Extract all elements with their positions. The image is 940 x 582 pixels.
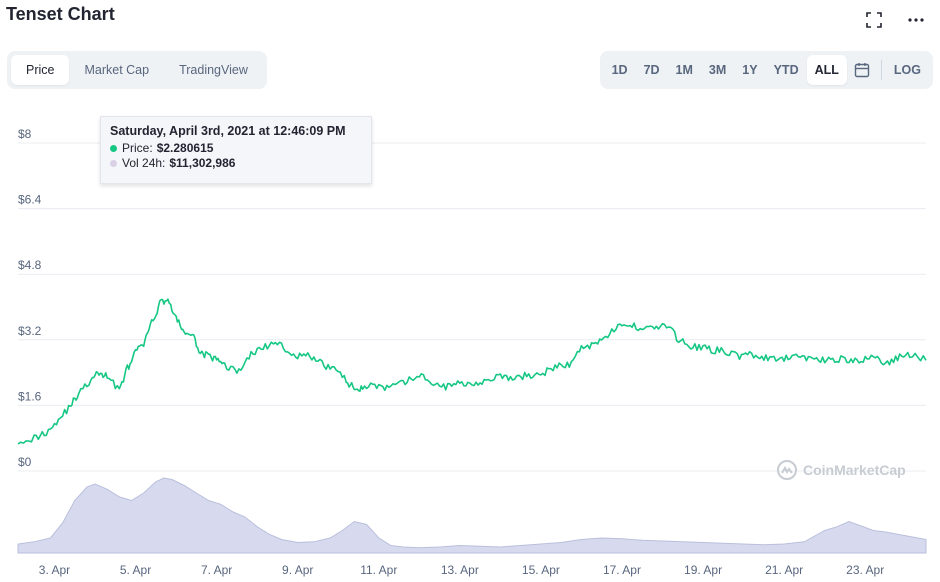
tooltip-vol-value: $11,302,986 <box>169 156 236 170</box>
x-tick-label: 19. Apr <box>684 563 722 577</box>
range-1d[interactable]: 1D <box>611 63 628 77</box>
range-1m[interactable]: 1M <box>675 63 693 77</box>
tooltip-price-label: Price: <box>122 141 153 155</box>
x-tick-label: 5. Apr <box>120 563 151 577</box>
x-tick-label: 17. Apr <box>603 563 641 577</box>
divider <box>880 60 882 80</box>
x-tick-label: 11. Apr <box>360 563 397 577</box>
range-7d[interactable]: 7D <box>643 63 660 77</box>
volume-area <box>17 477 927 554</box>
x-tick-label: 13. Apr <box>441 563 479 577</box>
y-tick-label: $6.4 <box>18 193 42 207</box>
tooltip-price-value: $2.280615 <box>156 141 214 155</box>
range-tab-group: 1D 7D 1M 3M 1Y YTD ALL LOG <box>599 51 933 89</box>
tab-market-cap[interactable]: Market Cap <box>84 63 150 77</box>
more-dots-icon[interactable] <box>906 10 926 30</box>
x-tick-label: 23. Apr <box>846 563 884 577</box>
x-tick-label: 7. Apr <box>201 563 232 577</box>
tooltip-vol-label: Vol 24h: <box>122 156 166 170</box>
coinmarketcap-logo-icon <box>777 460 797 480</box>
y-tick-label: $8 <box>18 127 32 141</box>
range-1y[interactable]: 1Y <box>742 63 758 77</box>
calendar-icon[interactable] <box>847 55 877 85</box>
x-tick-label: 3. Apr <box>39 563 70 577</box>
y-tick-label: $1.6 <box>18 389 42 403</box>
expand-icon[interactable] <box>864 10 884 30</box>
volume-dot-icon <box>110 160 117 167</box>
x-tick-label: 9. Apr <box>282 563 313 577</box>
y-tick-label: $4.8 <box>18 258 42 272</box>
tab-price[interactable]: Price <box>11 55 70 85</box>
watermark: CoinMarketCap <box>776 459 906 481</box>
y-tick-label: $0 <box>18 455 32 469</box>
log-toggle[interactable]: LOG <box>893 63 921 77</box>
x-tick-label: 21. Apr <box>765 563 803 577</box>
x-tick-label: 15. Apr <box>522 563 560 577</box>
tooltip-vol-row: Vol 24h: $11,302,986 <box>110 156 362 171</box>
price-dot-icon <box>110 145 117 152</box>
y-tick-label: $3.2 <box>18 324 42 338</box>
range-3m[interactable]: 3M <box>708 63 727 77</box>
chart-tooltip: Saturday, April 3rd, 2021 at 12:46:09 PM… <box>100 116 372 184</box>
tab-tradingview[interactable]: TradingView <box>179 63 248 77</box>
page-title: Tenset Chart <box>6 4 115 24</box>
range-ytd[interactable]: YTD <box>773 63 799 77</box>
range-all[interactable]: ALL <box>806 55 847 85</box>
header-actions <box>864 10 926 30</box>
tooltip-price-row: Price: $2.280615 <box>110 141 362 156</box>
tooltip-title: Saturday, April 3rd, 2021 at 12:46:09 PM <box>110 124 346 138</box>
price-line <box>17 298 927 445</box>
metric-tab-group: Price Market Cap TradingView <box>7 51 267 89</box>
watermark-text: CoinMarketCap <box>803 462 906 478</box>
